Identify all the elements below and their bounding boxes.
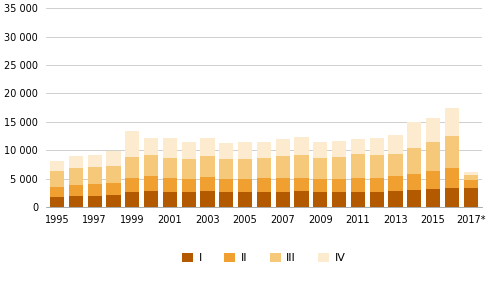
Bar (50, 161, 64, 171)
Bar (388, 135, 403, 154)
Bar (257, 142, 271, 158)
Bar (125, 192, 139, 207)
Bar (407, 174, 421, 190)
Bar (69, 156, 83, 169)
Bar (313, 142, 327, 158)
Bar (107, 195, 120, 207)
Bar (313, 179, 327, 192)
Bar (388, 176, 403, 191)
Bar (445, 136, 459, 169)
Bar (445, 108, 459, 136)
Bar (426, 189, 440, 207)
Bar (50, 171, 64, 187)
Bar (125, 131, 139, 156)
Bar (182, 142, 196, 159)
Legend: I, II, III, IV: I, II, III, IV (178, 249, 350, 268)
Bar (87, 167, 102, 184)
Bar (163, 178, 177, 192)
Bar (144, 176, 158, 191)
Bar (351, 192, 365, 207)
Bar (257, 192, 271, 207)
Bar (50, 187, 64, 197)
Bar (238, 159, 252, 179)
Bar (407, 190, 421, 207)
Bar (295, 178, 308, 191)
Bar (295, 155, 308, 178)
Bar (370, 155, 383, 178)
Bar (107, 151, 120, 165)
Bar (275, 192, 290, 207)
Bar (238, 192, 252, 207)
Bar (69, 185, 83, 196)
Bar (426, 171, 440, 189)
Bar (351, 139, 365, 154)
Bar (125, 156, 139, 178)
Bar (163, 192, 177, 207)
Bar (182, 192, 196, 207)
Bar (107, 165, 120, 183)
Bar (351, 178, 365, 192)
Bar (332, 141, 346, 156)
Bar (238, 179, 252, 192)
Bar (219, 143, 233, 159)
Bar (144, 138, 158, 155)
Bar (144, 155, 158, 176)
Bar (445, 169, 459, 188)
Bar (313, 192, 327, 207)
Bar (238, 142, 252, 159)
Bar (332, 179, 346, 192)
Bar (295, 137, 308, 155)
Bar (275, 140, 290, 156)
Bar (69, 169, 83, 185)
Bar (313, 158, 327, 179)
Bar (275, 178, 290, 192)
Bar (445, 188, 459, 207)
Bar (219, 159, 233, 179)
Bar (50, 197, 64, 207)
Bar (107, 183, 120, 195)
Bar (200, 138, 215, 156)
Bar (426, 142, 440, 171)
Bar (87, 196, 102, 207)
Bar (332, 156, 346, 179)
Bar (257, 158, 271, 178)
Bar (219, 192, 233, 207)
Bar (370, 178, 383, 192)
Bar (219, 179, 233, 192)
Bar (182, 179, 196, 192)
Bar (163, 158, 177, 178)
Bar (388, 191, 403, 207)
Bar (407, 122, 421, 148)
Bar (426, 118, 440, 142)
Bar (332, 192, 346, 207)
Bar (200, 191, 215, 207)
Bar (87, 155, 102, 167)
Bar (257, 178, 271, 192)
Bar (370, 138, 383, 155)
Bar (200, 156, 215, 177)
Bar (125, 178, 139, 192)
Bar (388, 154, 403, 176)
Bar (163, 138, 177, 158)
Bar (464, 180, 478, 188)
Bar (200, 177, 215, 191)
Bar (182, 159, 196, 179)
Bar (275, 156, 290, 178)
Bar (407, 148, 421, 174)
Bar (351, 154, 365, 178)
Bar (69, 196, 83, 207)
Bar (464, 175, 478, 180)
Bar (144, 191, 158, 207)
Bar (370, 192, 383, 207)
Bar (464, 188, 478, 207)
Bar (87, 184, 102, 196)
Bar (295, 191, 308, 207)
Bar (464, 172, 478, 175)
